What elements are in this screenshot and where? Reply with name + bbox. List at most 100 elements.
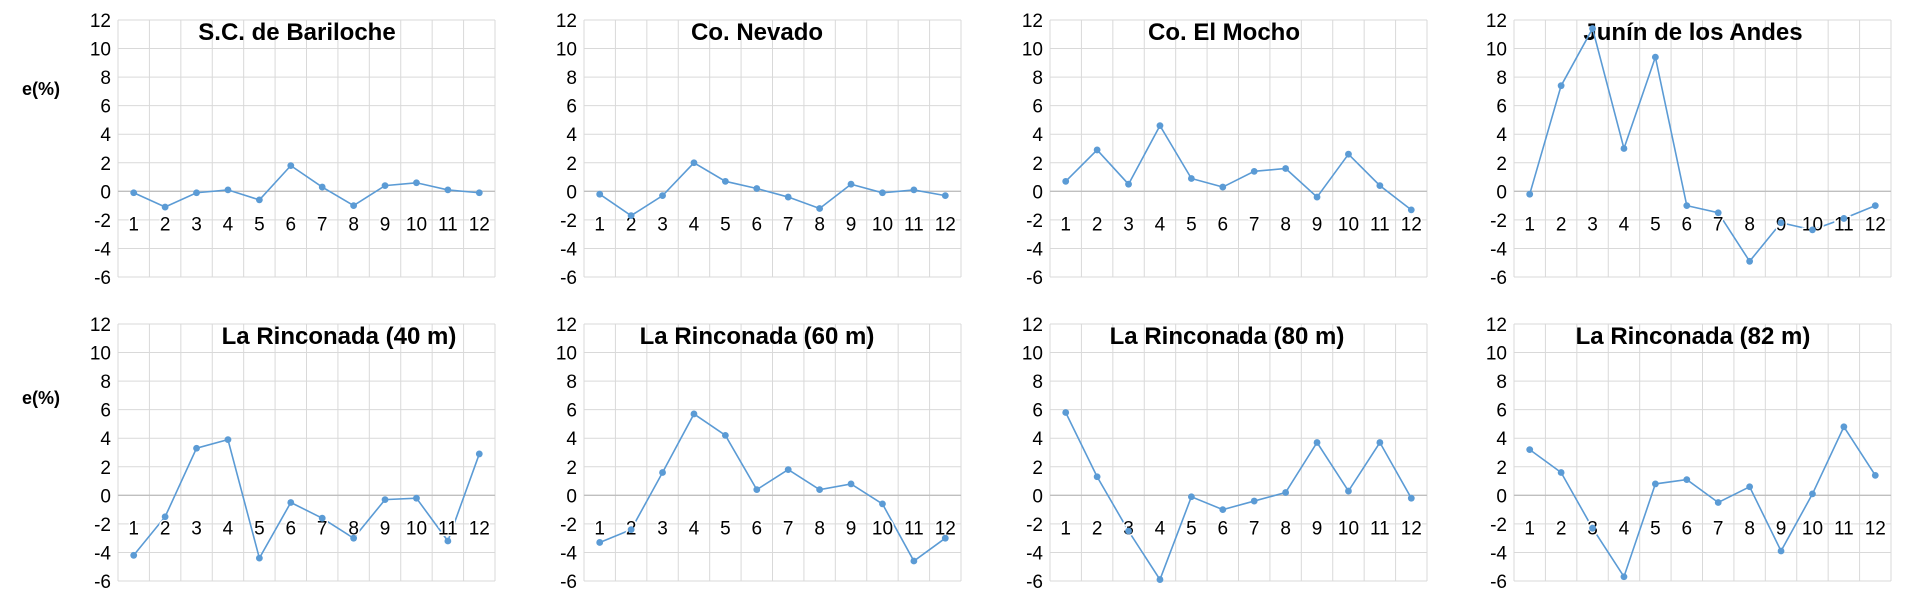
gridlines [583, 323, 962, 582]
x-tick-label: 5 [254, 518, 265, 539]
series-line [133, 438, 481, 561]
y-tick-label: 4 [1032, 429, 1043, 450]
x-tick-label: 9 [1312, 518, 1323, 539]
y-tick-label: -4 [1490, 239, 1507, 260]
data-point [1557, 469, 1565, 476]
y-tick-label: -4 [94, 543, 111, 564]
data-point [350, 534, 358, 542]
data-point [1407, 206, 1415, 214]
data-point [1871, 471, 1879, 479]
y-tick-label: -4 [1490, 543, 1507, 564]
x-tick-label: 7 [317, 214, 328, 235]
x-tick-label: 3 [191, 518, 202, 539]
x-tick-label: 12 [1865, 214, 1886, 235]
data-point [1746, 483, 1754, 491]
chart-panel-4: Junín de los Andes123456789101112 [1513, 19, 1892, 278]
data-point [753, 486, 761, 494]
x-tick-label: 12 [1865, 518, 1886, 539]
y-tick-label: 12 [556, 11, 577, 32]
data-point [1125, 527, 1132, 535]
x-tick-label: 9 [380, 518, 391, 539]
data-point [1714, 499, 1722, 506]
chart-panel-5: La Rinconada (40 m)1 2 3 4 5 6 7 8 9 10 11 12 [117, 323, 496, 582]
data-point [161, 203, 169, 211]
series-line [1529, 425, 1876, 579]
y-tick-label: 0 [1496, 182, 1507, 203]
y-tick-label: 10 [90, 40, 111, 61]
y-axis-5: 12 10 8 6 4 2 0 -2 -4 -6 [90, 315, 112, 593]
y-tick-label: -2 [94, 211, 111, 232]
y-tick-label: 6 [1032, 97, 1043, 118]
y-tick-label: 8 [1032, 372, 1043, 393]
y-tick-label: 8 [1032, 68, 1043, 89]
x-tick-label: 8 [348, 518, 359, 539]
x-tick-label: 7 [783, 518, 794, 539]
data-point [1187, 493, 1195, 501]
y-tick-label: 6 [566, 97, 577, 118]
y-tick-label: 12 [90, 11, 111, 32]
x-tick-label: 1 [1060, 518, 1071, 539]
y-tick-label: 0 [1032, 486, 1043, 507]
y-tick-label: 12 [1022, 11, 1043, 32]
x-tick-label: 3 [657, 214, 668, 235]
y-tick-label: 4 [1496, 125, 1507, 146]
y-tick-label: -6 [94, 572, 111, 593]
x-tick-label: 11 [438, 214, 458, 235]
gridlines [117, 323, 496, 582]
x-tick-label: 7 [1713, 518, 1724, 539]
y-tick-label: -2 [1026, 515, 1043, 536]
data-point [1840, 423, 1848, 431]
data-point [1250, 167, 1258, 175]
row1-ylabel: e(%) [22, 79, 61, 99]
x-tick-label: 11 [904, 214, 924, 235]
x-tick-label: 5 [254, 214, 265, 235]
y-tick-label: -2 [94, 515, 111, 536]
data-point [444, 537, 452, 545]
y-tick-label: 4 [566, 125, 577, 146]
y-tick-label: -2 [1490, 515, 1507, 536]
x-tick-label: 2 [1092, 214, 1103, 235]
x-tick-label: 11 [1370, 518, 1390, 539]
data-point [1187, 175, 1195, 182]
data-point [847, 480, 855, 488]
x-tick-label: 10 [872, 518, 893, 539]
data-point [1809, 226, 1816, 234]
data-point [721, 431, 729, 439]
x-tick-label: 8 [348, 214, 359, 235]
x-tick-label: 4 [1155, 214, 1166, 235]
x-tick-label: 6 [286, 518, 297, 539]
data-point [1376, 439, 1384, 446]
y-tick-label: 4 [100, 429, 111, 450]
x-tick-label: 9 [1776, 518, 1787, 539]
y-tick-label: 10 [1022, 344, 1043, 365]
y-tick-label: 12 [1486, 315, 1507, 336]
x-tick-label: 10 [406, 214, 427, 235]
x-tick-label: 7 [783, 214, 794, 235]
data-point [1746, 257, 1754, 265]
x-tick-label: 11 [1370, 214, 1390, 235]
series-line [599, 161, 946, 217]
x-tick-label: 11 [904, 518, 924, 539]
x-tick-label: 2 [160, 214, 171, 235]
data-point [1589, 524, 1596, 532]
y-tick-label: 2 [100, 154, 111, 175]
y-tick-label: 0 [566, 182, 577, 203]
chart-title: La Rinconada (80 m) [1110, 323, 1345, 350]
series-line [1528, 26, 1876, 263]
x-tick-label: 10 [1802, 518, 1823, 539]
y-tick-label: 6 [100, 401, 111, 422]
data-point [1282, 489, 1290, 496]
y-axis-7: 12 10 8 6 4 2 0 -2 -4 -6 [1022, 315, 1044, 593]
x-tick-label: 10 [1338, 518, 1359, 539]
x-tick-label: 3 [1123, 214, 1134, 235]
data-point [1345, 487, 1352, 495]
data-point [910, 557, 918, 565]
data-point [1589, 25, 1596, 32]
y-tick-label: -6 [1490, 572, 1507, 593]
data-point [659, 192, 666, 200]
gridlines [1049, 323, 1428, 582]
y-tick-label: -4 [1026, 543, 1043, 564]
data-point [784, 193, 792, 201]
